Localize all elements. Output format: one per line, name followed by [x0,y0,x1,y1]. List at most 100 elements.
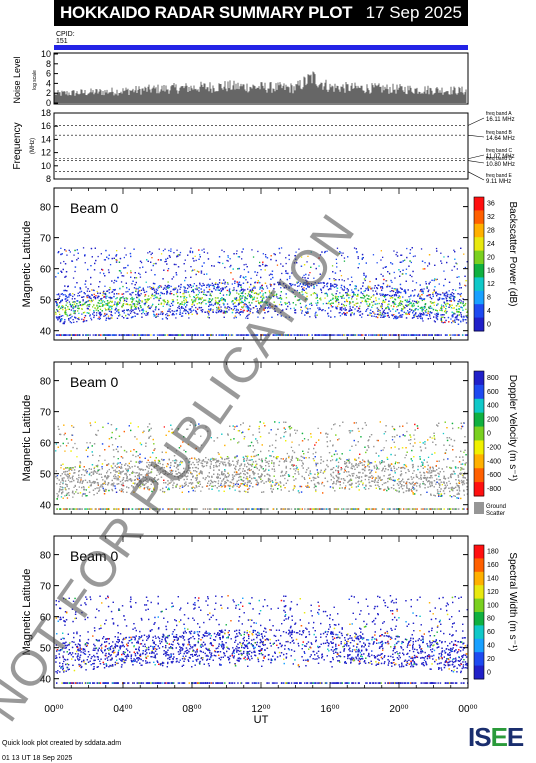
data-cell [131,283,133,285]
data-cell [357,295,359,297]
data-cell [82,247,85,249]
data-cell [304,334,306,336]
data-cell [249,290,252,292]
data-cell [219,292,221,294]
data-cell [130,298,132,300]
data-cell [61,305,64,307]
data-cell [341,313,343,315]
data-cell [183,291,186,293]
data-cell [381,312,383,314]
data-cell [152,310,154,312]
data-cell [166,318,168,320]
data-cell [269,292,271,294]
data-cell [433,301,436,304]
data-cell [367,289,369,291]
data-cell [335,300,337,302]
data-cell [272,295,275,298]
data-cell [319,297,322,299]
data-cell [458,314,460,316]
data-cell [232,268,234,270]
data-cell [279,252,281,254]
data-cell [118,334,120,336]
data-cell [399,283,402,286]
data-cell [122,296,124,298]
data-cell [106,300,109,302]
data-cell [200,302,203,304]
data-cell [198,297,200,299]
data-cell [295,258,297,260]
data-cell [204,294,206,296]
data-cell [128,314,130,316]
data-cell [70,313,72,315]
data-cell [441,308,443,310]
data-cell [243,277,245,279]
data-cell [98,302,100,305]
data-cell [180,307,183,309]
data-cell [326,293,328,295]
data-cell [103,259,106,261]
data-cell [347,256,349,258]
data-cell [310,285,312,287]
data-cell [67,334,70,336]
data-cell [306,280,308,282]
data-cell [396,290,398,292]
data-cell [175,334,177,336]
data-cell [232,309,234,311]
data-cell [167,301,170,303]
data-cell [189,250,191,252]
data-cell [236,281,238,283]
data-cell [378,284,380,287]
data-cell [411,305,414,308]
data-cell [335,279,337,281]
data-cell [278,303,281,306]
data-cell [218,301,220,303]
data-cell [335,293,337,295]
data-cell [381,303,383,305]
data-cell [169,311,171,313]
data-cell [235,305,237,308]
data-cell [190,247,192,249]
data-cell [400,310,403,312]
data-cell [266,257,269,259]
data-cell [315,297,317,299]
data-cell [399,275,401,277]
data-cell [336,290,338,292]
data-cell [198,290,200,292]
data-cell [251,290,253,292]
data-cell [170,250,172,252]
data-cell [64,307,66,309]
data-cell [252,290,254,292]
data-cell [426,287,428,289]
data-cell [111,308,113,310]
data-cell [434,286,436,288]
data-cell [384,294,387,296]
data-cell [338,253,341,255]
data-cell [256,297,258,299]
data-cell [223,312,225,314]
data-cell [226,307,228,309]
data-cell [203,299,205,301]
data-cell [366,309,368,311]
data-cell [441,306,443,308]
data-cell [133,287,136,289]
data-cell [163,334,165,336]
data-cell [441,262,443,264]
data-cell [284,334,287,336]
data-cell [228,291,230,293]
data-cell [241,258,243,260]
data-cell [306,283,309,285]
data-cell [130,276,132,278]
data-cell [355,287,357,289]
data-cell [396,309,399,311]
data-cell [329,288,331,290]
data-cell [316,304,318,306]
data-cell [77,318,79,320]
data-cell [416,300,418,302]
data-cell [87,308,89,310]
data-cell [206,252,209,254]
data-cell [207,291,210,293]
data-cell [66,299,69,301]
data-cell [398,295,400,297]
data-cell [264,254,267,256]
data-cell [464,284,466,286]
